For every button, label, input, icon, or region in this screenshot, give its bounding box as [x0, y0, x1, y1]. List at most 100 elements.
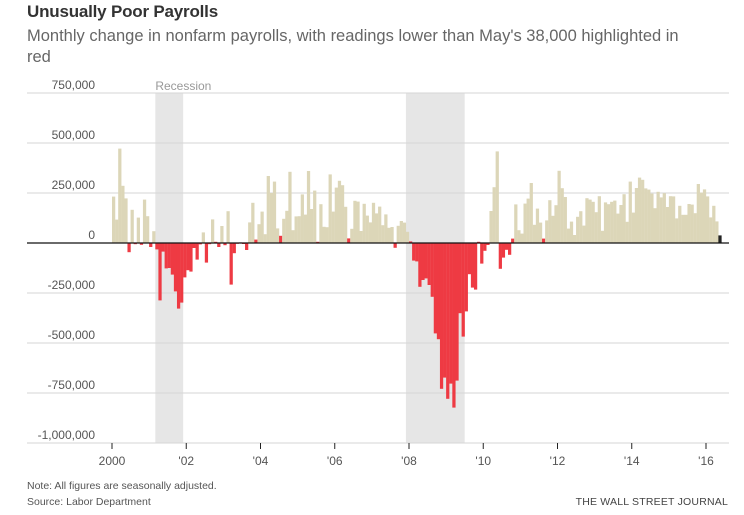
bar — [334, 187, 338, 243]
bar — [183, 243, 187, 278]
bar — [121, 185, 125, 243]
bar — [319, 204, 323, 243]
y-tick-label: -750,000 — [48, 378, 96, 392]
bar — [489, 211, 493, 243]
bar — [684, 214, 688, 243]
y-axis-labels: 750,000 500,000 250,000 0 -250,000 -500,000 -7… — [38, 78, 96, 442]
bar — [464, 243, 468, 312]
bar — [461, 243, 465, 337]
bar — [446, 243, 450, 399]
bar — [718, 235, 722, 243]
publisher-credit: THE WALL STREET JOURNAL — [575, 496, 728, 508]
bar — [353, 200, 357, 243]
x-tick-label: '12 — [550, 454, 566, 468]
bar — [560, 188, 564, 243]
bar — [535, 208, 540, 243]
bar — [189, 243, 193, 272]
bar — [344, 206, 348, 243]
bar — [498, 243, 502, 269]
bar — [232, 243, 236, 254]
bar — [504, 243, 509, 250]
bar — [173, 243, 178, 292]
bar — [433, 243, 437, 334]
bar — [118, 148, 122, 243]
bar — [325, 227, 329, 243]
bar — [529, 183, 533, 243]
x-tick-label: '08 — [401, 454, 417, 468]
bar — [275, 228, 280, 243]
gridlines — [27, 92, 729, 444]
bar — [662, 193, 666, 243]
bar — [340, 185, 345, 243]
bar — [625, 221, 629, 243]
bar — [282, 218, 286, 243]
bar — [668, 196, 673, 243]
bar — [483, 243, 487, 251]
bar — [381, 225, 385, 243]
bar — [675, 218, 679, 243]
bar — [285, 210, 289, 243]
bar — [412, 243, 416, 261]
bar — [368, 222, 373, 243]
recession-label: Recession — [155, 79, 211, 93]
bar — [405, 231, 410, 243]
bar — [644, 188, 648, 243]
bar — [455, 243, 459, 381]
bar — [418, 243, 422, 287]
bar — [152, 231, 156, 243]
bar — [306, 171, 311, 243]
bar — [365, 215, 369, 243]
bar — [384, 214, 388, 243]
bar — [115, 219, 119, 243]
bar — [702, 189, 707, 243]
bar — [142, 199, 147, 243]
bar — [201, 232, 205, 243]
bar — [631, 212, 635, 243]
bar — [204, 243, 209, 263]
bar — [170, 243, 175, 275]
bar — [359, 231, 363, 243]
bar — [362, 203, 366, 243]
bar — [687, 204, 691, 243]
bar — [681, 214, 685, 243]
bar — [424, 243, 428, 279]
bar — [616, 213, 620, 243]
bar — [263, 234, 267, 243]
bar — [579, 211, 583, 243]
bar — [279, 235, 283, 243]
bar — [699, 192, 704, 243]
bar — [557, 170, 561, 243]
bar — [356, 201, 360, 243]
bar — [427, 243, 431, 285]
footnote: Note: All figures are seasonally adjuste… — [27, 480, 217, 492]
bar — [650, 193, 654, 243]
bar — [303, 214, 308, 243]
bar — [229, 243, 233, 285]
bar — [492, 187, 496, 243]
bar — [520, 233, 524, 243]
bar — [603, 202, 608, 243]
bar — [337, 180, 342, 243]
bar — [192, 243, 196, 248]
bar — [220, 226, 224, 243]
bar — [149, 243, 153, 247]
bar — [443, 243, 447, 378]
bar — [542, 238, 546, 243]
bar — [566, 228, 571, 243]
x-tick-label: '10 — [475, 454, 491, 468]
bar — [155, 243, 159, 250]
bar — [217, 243, 221, 247]
bars — [112, 148, 722, 408]
bar — [260, 211, 264, 243]
bar — [226, 211, 230, 243]
y-tick-label: 750,000 — [52, 78, 96, 92]
y-tick-label: 500,000 — [52, 128, 96, 142]
bar — [449, 243, 453, 384]
bar — [508, 243, 512, 255]
bar — [421, 243, 425, 280]
bar — [328, 174, 332, 243]
bar — [501, 243, 506, 258]
bar — [548, 200, 552, 243]
bar — [313, 190, 317, 243]
payrolls-chart: 750,000 500,000 250,000 0 -250,000 -500,000 -7… — [27, 78, 729, 468]
